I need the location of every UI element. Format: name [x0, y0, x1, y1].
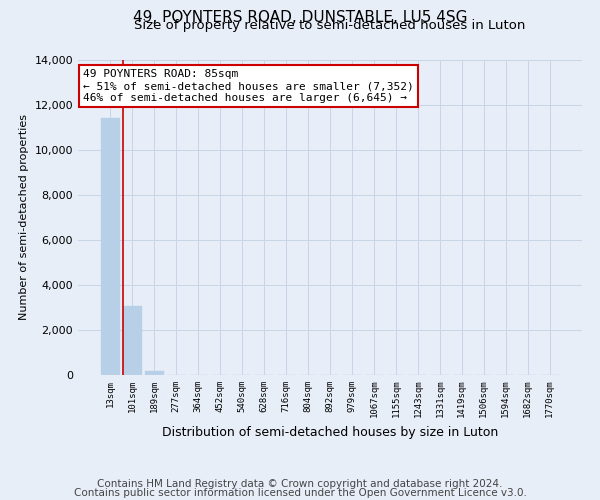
Bar: [123, 306, 142, 375]
Text: 49, POYNTERS ROAD, DUNSTABLE, LU5 4SG: 49, POYNTERS ROAD, DUNSTABLE, LU5 4SG: [133, 10, 467, 25]
Text: Contains HM Land Registry data © Crown copyright and database right 2024.: Contains HM Land Registry data © Crown c…: [97, 479, 503, 489]
Text: 49 POYNTERS ROAD: 85sqm
← 51% of semi-detached houses are smaller (7,352)
46% of: 49 POYNTERS ROAD: 85sqm ← 51% of semi-de…: [83, 70, 414, 102]
Y-axis label: Number of semi-detached properties: Number of semi-detached properties: [19, 114, 29, 320]
Title: Size of property relative to semi-detached houses in Luton: Size of property relative to semi-detach…: [134, 20, 526, 32]
Text: Contains public sector information licensed under the Open Government Licence v3: Contains public sector information licen…: [74, 488, 526, 498]
Bar: [145, 370, 164, 375]
Bar: [101, 118, 119, 375]
X-axis label: Distribution of semi-detached houses by size in Luton: Distribution of semi-detached houses by …: [162, 426, 498, 439]
